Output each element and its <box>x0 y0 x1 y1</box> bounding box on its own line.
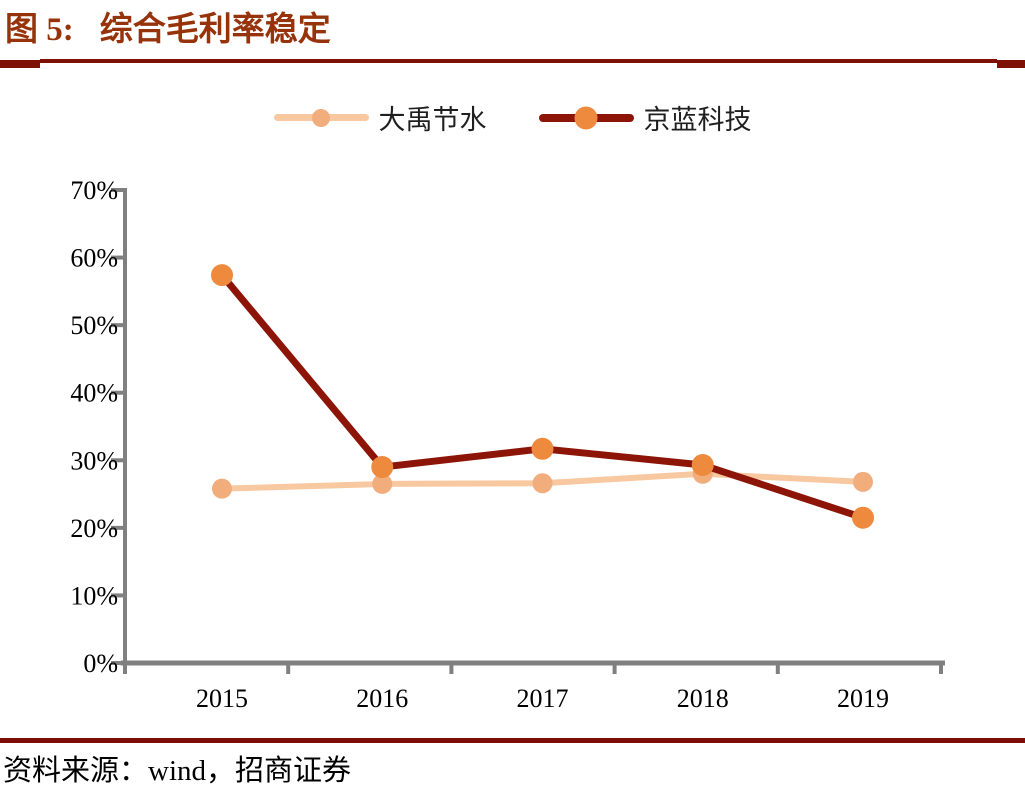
x-axis-label: 2019 <box>837 684 889 713</box>
divider-left-block <box>0 60 40 68</box>
data-point <box>211 264 233 287</box>
y-axis-label: 40% <box>70 379 118 408</box>
legend-key <box>273 105 369 131</box>
data-point <box>853 471 873 492</box>
source-text: wind，招商证券 <box>148 755 352 787</box>
data-point <box>531 437 554 460</box>
divider-rule <box>40 59 997 63</box>
data-point <box>532 473 553 494</box>
x-axis-label: 2016 <box>356 684 408 713</box>
data-point <box>372 473 393 494</box>
x-axis-label: 2018 <box>677 684 729 713</box>
y-axis-label: 10% <box>70 581 118 610</box>
legend-marker-icon <box>312 108 330 127</box>
figure-title-text: 综合毛利率稳定 <box>99 12 331 48</box>
data-point <box>691 454 714 477</box>
figure-title: 图 5: 综合毛利率稳定 <box>5 2 331 50</box>
legend-label: 京蓝科技 <box>643 105 752 135</box>
y-axis-label: 30% <box>70 446 118 475</box>
y-axis-label: 70% <box>70 176 118 205</box>
legend-item-dayu: 大禹节水 <box>273 98 487 137</box>
y-axis-label: 20% <box>70 514 118 543</box>
chart-legend: 大禹节水 京蓝科技 <box>0 98 1025 137</box>
source-label: 资料来源： <box>3 755 149 787</box>
data-point <box>371 456 394 479</box>
footer-divider <box>0 738 1025 743</box>
y-axis-label: 0% <box>83 649 118 678</box>
y-axis-label: 50% <box>70 311 118 340</box>
data-point <box>212 478 232 499</box>
divider-right-block <box>997 60 1025 68</box>
source-note: 资料来源：wind，招商证券 <box>3 747 351 789</box>
legend-item-jinglan: 京蓝科技 <box>538 98 752 137</box>
legend-label: 大禹节水 <box>378 105 487 135</box>
title-divider <box>0 59 1025 68</box>
data-point <box>852 506 874 529</box>
x-axis-label: 2015 <box>196 684 248 713</box>
figure-label: 图 5: <box>5 12 74 48</box>
y-axis-label: 60% <box>70 244 118 273</box>
x-axis-label: 2017 <box>517 684 569 713</box>
legend-key <box>538 105 634 131</box>
legend-marker-icon <box>574 106 598 129</box>
